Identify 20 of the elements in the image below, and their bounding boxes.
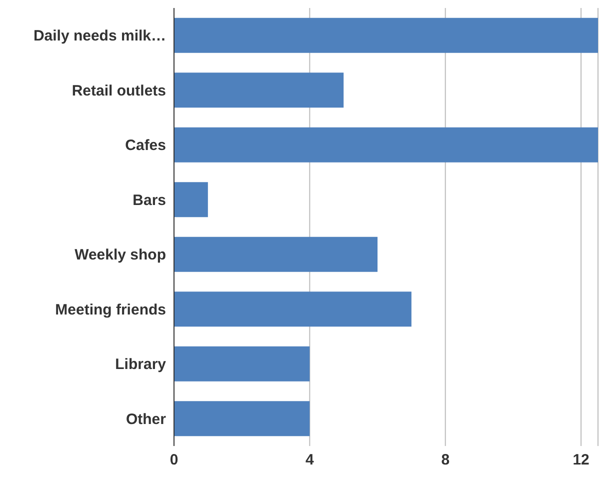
bar <box>174 182 208 218</box>
x-tick-label: 8 <box>441 452 450 469</box>
bar <box>174 18 598 53</box>
x-tick-label: 12 <box>572 452 590 469</box>
bar <box>174 401 310 436</box>
y-tick-label: Cafes <box>125 137 166 154</box>
bar <box>174 346 310 382</box>
y-tick-label: Other <box>126 410 166 428</box>
y-tick-label: Bars <box>132 192 166 209</box>
bar <box>174 127 598 162</box>
bar <box>174 292 412 327</box>
bar <box>174 72 344 108</box>
y-tick-label: Weekly shop <box>74 246 166 264</box>
y-tick-label: Meeting friends <box>55 301 166 318</box>
x-tick-label: 0 <box>170 452 178 469</box>
x-tick-label: 4 <box>306 452 315 469</box>
y-tick-label: Daily needs milk… <box>33 28 166 45</box>
bar <box>174 236 378 272</box>
y-tick-label: Retail outlets <box>72 82 166 100</box>
y-tick-label: Library <box>115 356 167 374</box>
